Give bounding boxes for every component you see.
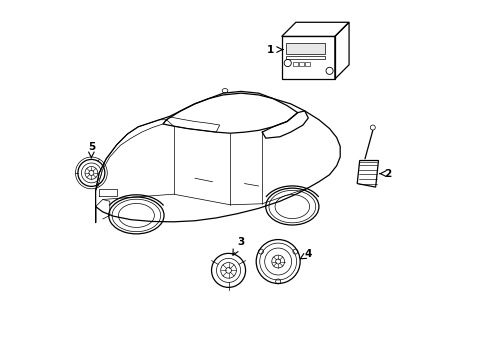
FancyBboxPatch shape — [293, 62, 297, 66]
FancyBboxPatch shape — [286, 56, 325, 59]
Text: 2: 2 — [384, 168, 391, 179]
Text: 5: 5 — [87, 141, 95, 152]
Text: 4: 4 — [304, 249, 311, 260]
FancyBboxPatch shape — [286, 43, 325, 54]
FancyBboxPatch shape — [299, 62, 303, 66]
Text: 3: 3 — [237, 237, 244, 247]
Text: 1: 1 — [266, 45, 273, 55]
FancyBboxPatch shape — [305, 62, 309, 66]
